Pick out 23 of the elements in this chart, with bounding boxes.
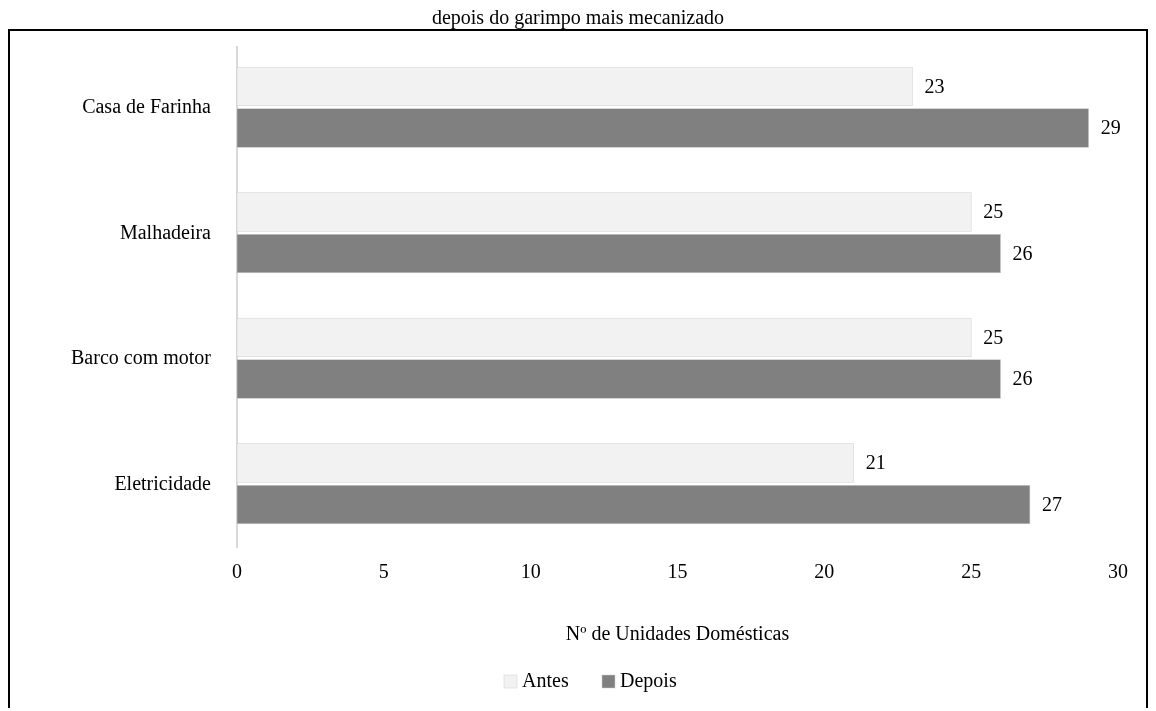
x-axis-title: Nº de Unidades Domésticas — [565, 622, 790, 644]
data-label: 25 — [983, 200, 1004, 223]
data-label: 26 — [1012, 367, 1033, 390]
y-tick-label: Malhadeira — [119, 220, 212, 243]
x-tick-label: 20 — [814, 560, 835, 582]
y-tick-label: Casa de Farinha — [82, 95, 212, 118]
legend-label: Antes — [522, 668, 569, 691]
y-tick-label: Eletricidade — [114, 471, 212, 494]
legend-label: Depois — [620, 668, 677, 692]
data-label: 23 — [924, 74, 945, 97]
data-label: 25 — [983, 325, 1004, 348]
data-label: 21 — [865, 451, 886, 474]
chart-title: depois do garimpo mais mecanizado — [431, 6, 725, 29]
data-label: 29 — [1100, 116, 1121, 139]
data-label: 26 — [1012, 241, 1033, 264]
y-tick-label: Barco com motor — [71, 346, 212, 369]
x-tick-label: 0 — [232, 560, 242, 582]
x-tick-label: 10 — [520, 560, 541, 582]
x-tick-label: 25 — [961, 560, 982, 582]
x-tick-label: 30 — [1108, 560, 1128, 582]
x-tick-label: 5 — [378, 560, 389, 582]
x-tick-label: 15 — [667, 560, 688, 582]
data-label: 27 — [1041, 492, 1062, 515]
